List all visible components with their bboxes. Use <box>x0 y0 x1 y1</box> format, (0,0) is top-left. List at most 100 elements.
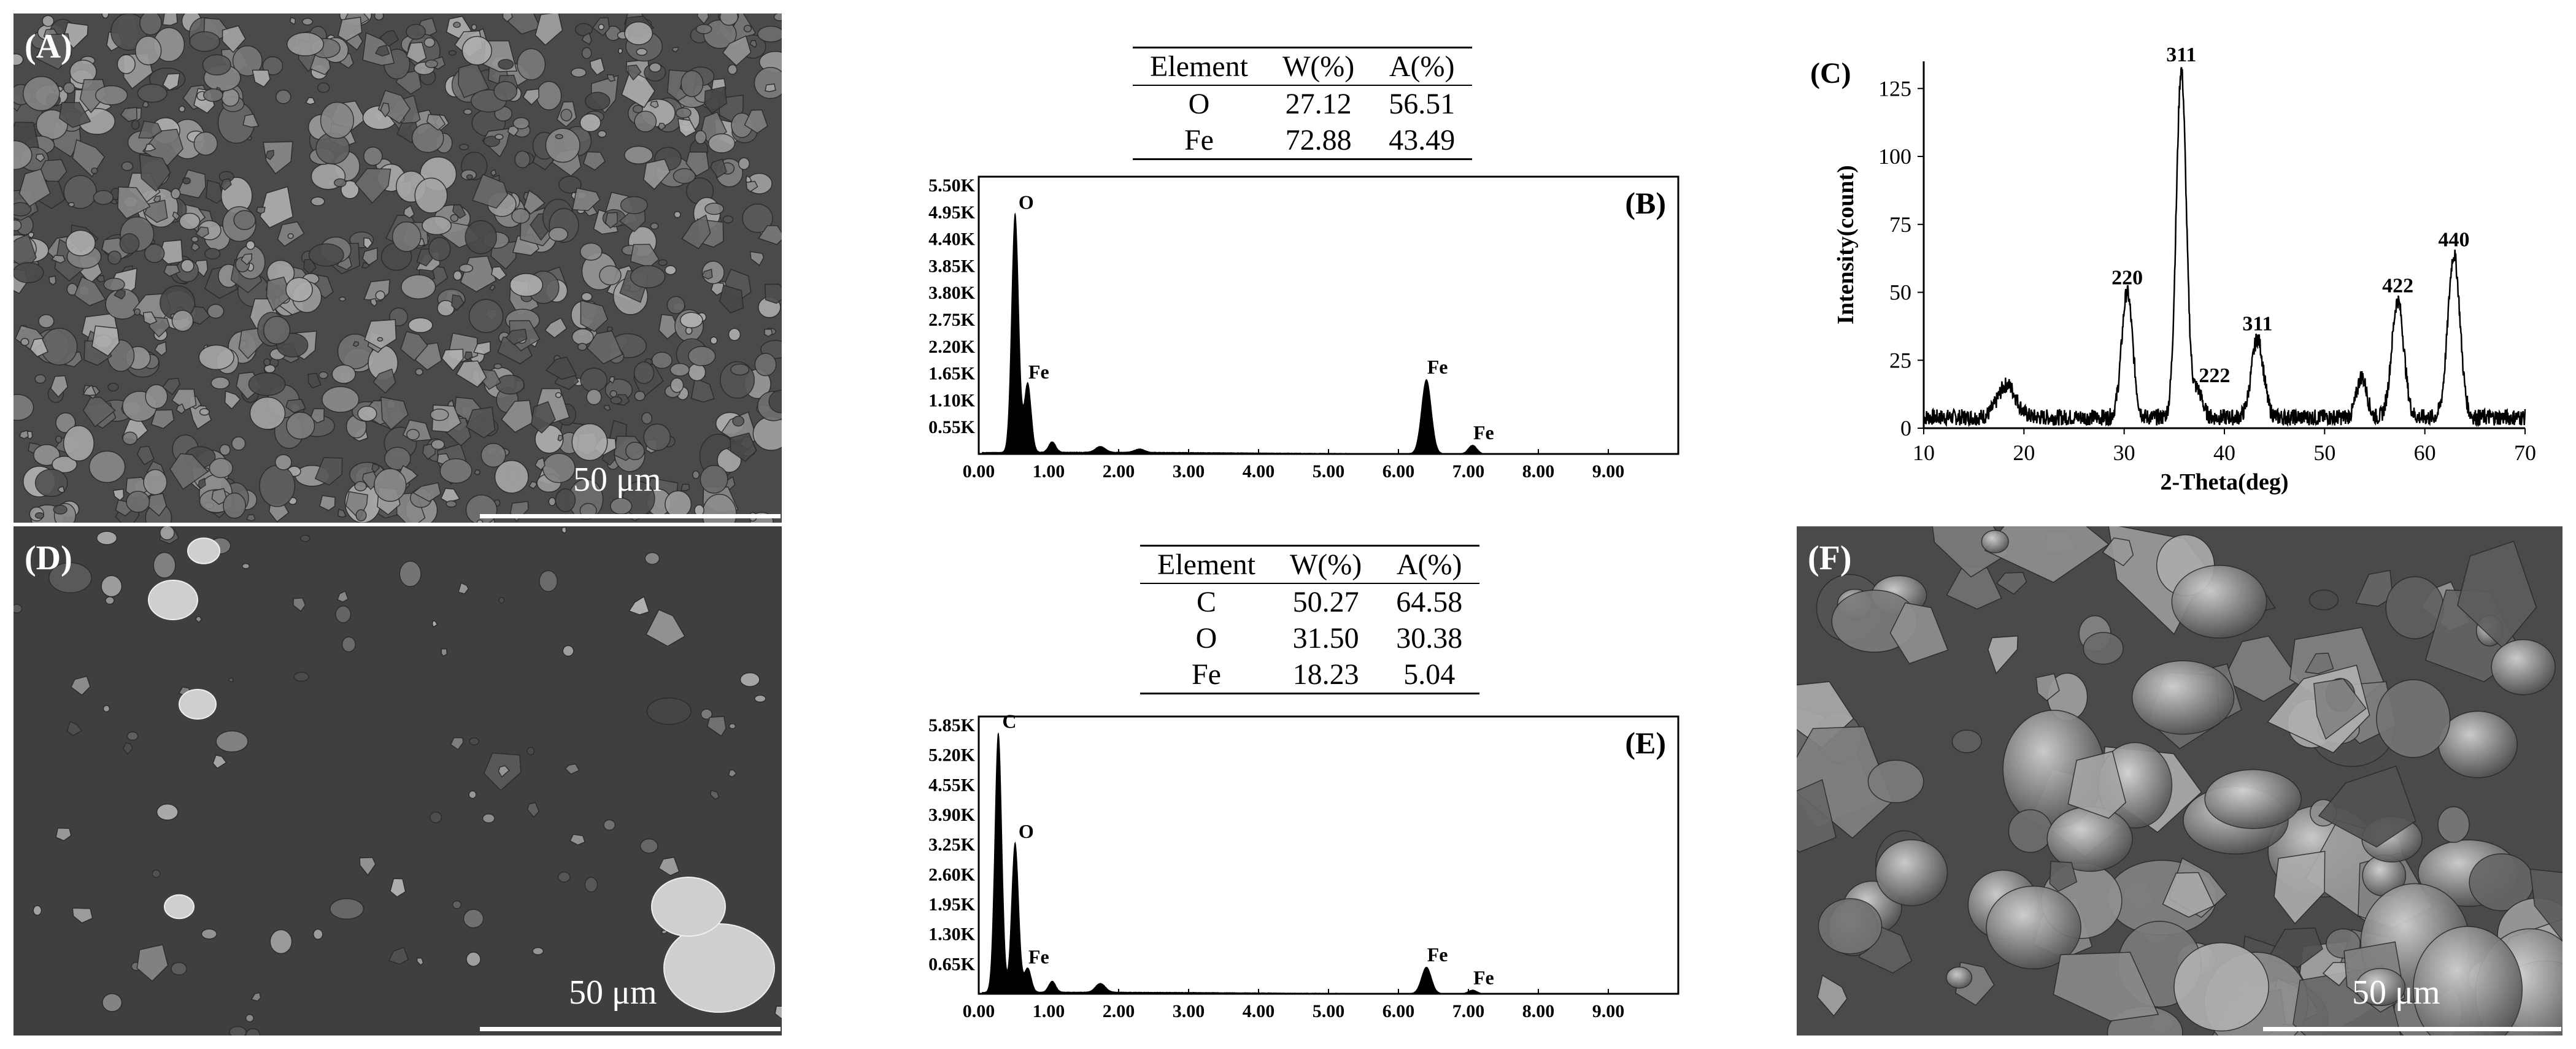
grain <box>2313 678 2367 740</box>
grain <box>650 222 659 230</box>
grain <box>242 563 250 569</box>
grain <box>624 21 654 45</box>
grain <box>406 42 427 64</box>
y-tick-label: 4.55K <box>928 775 976 795</box>
grain <box>511 208 530 224</box>
grain <box>34 512 45 519</box>
x-tick-label: 40 <box>2213 440 2235 465</box>
peak-label: C <box>1002 710 1016 732</box>
grain <box>514 150 531 169</box>
grain <box>598 23 604 31</box>
grain <box>700 709 713 720</box>
grain <box>287 32 325 56</box>
grain <box>256 206 266 214</box>
grain <box>122 742 133 755</box>
y-tick-label: 0 <box>1900 416 1911 440</box>
grain <box>606 74 616 82</box>
grain <box>52 455 78 474</box>
grain <box>191 236 199 243</box>
grain <box>401 274 436 299</box>
grain <box>210 376 230 390</box>
grain <box>425 59 438 69</box>
peak-label: 422 <box>2382 275 2413 298</box>
grain <box>483 136 501 147</box>
peak-label: O <box>1019 191 1034 213</box>
grain <box>337 509 347 518</box>
grain <box>377 337 384 342</box>
peak-label: 311 <box>2166 44 2196 66</box>
grain <box>363 147 383 166</box>
grain <box>195 226 209 239</box>
grain <box>458 263 474 273</box>
grain <box>229 1026 247 1036</box>
grain <box>665 265 677 275</box>
grain <box>29 337 49 358</box>
grain <box>580 299 609 332</box>
grain <box>482 813 495 824</box>
x-tick-label: 4.00 <box>1243 461 1275 482</box>
grain <box>96 275 105 283</box>
grain <box>58 102 91 128</box>
grain <box>464 352 473 361</box>
peak-label: 222 <box>2199 364 2230 387</box>
grain <box>334 178 347 188</box>
grain <box>536 81 562 110</box>
grain <box>139 153 171 192</box>
y-tick-label: 0.55K <box>928 417 976 437</box>
grain <box>122 431 138 445</box>
grain <box>34 374 47 384</box>
grain <box>579 242 603 261</box>
grain <box>480 443 506 468</box>
grain <box>599 265 622 286</box>
grain <box>581 292 593 302</box>
grain <box>13 604 23 613</box>
grain <box>198 477 206 490</box>
grain <box>242 113 260 128</box>
table-cell: O <box>1188 88 1210 120</box>
grain <box>1875 839 1948 907</box>
grain <box>143 469 168 496</box>
grain <box>765 83 776 93</box>
y-tick-label: 5.50K <box>928 175 976 196</box>
grain <box>461 36 492 66</box>
grain <box>498 59 514 70</box>
y-tick-label: 5.20K <box>928 745 976 766</box>
grain <box>701 269 713 280</box>
grain <box>468 790 477 799</box>
x-tick-label: 0.00 <box>963 461 995 482</box>
grain <box>633 361 655 385</box>
table-cell: 72.88 <box>1265 122 1372 160</box>
grain <box>677 118 697 137</box>
grain <box>498 765 510 778</box>
table-cell: Fe <box>1140 656 1273 694</box>
grain <box>198 344 234 371</box>
grain <box>579 113 601 133</box>
grain <box>2204 769 2302 829</box>
grain <box>289 17 296 25</box>
grain <box>211 488 228 505</box>
grain <box>465 494 498 523</box>
grain <box>730 432 757 463</box>
grain <box>627 64 642 81</box>
sem-image-a: (A) 50 μm <box>13 13 782 523</box>
grain <box>53 504 67 515</box>
panel-label-f: (F) <box>1808 539 1852 577</box>
grain <box>608 376 615 384</box>
grain <box>362 247 378 266</box>
grain <box>119 233 140 254</box>
grain <box>150 409 175 429</box>
y-tick-label: 3.80K <box>928 283 976 303</box>
grain <box>179 106 186 113</box>
grain <box>117 54 136 74</box>
grain <box>739 672 760 687</box>
grain <box>51 255 66 264</box>
peak-label: 311 <box>2242 313 2272 336</box>
grain <box>658 259 668 266</box>
grain <box>2318 765 2416 848</box>
grain <box>530 401 556 434</box>
eds-spectrum-b: 0.00 1.00 2.00 3.00 4.00 5.00 6.00 7.00 8.00 9.00… <box>928 175 1679 482</box>
grain <box>42 15 55 27</box>
grain <box>269 929 293 955</box>
grain <box>719 13 739 26</box>
grain <box>13 53 24 66</box>
